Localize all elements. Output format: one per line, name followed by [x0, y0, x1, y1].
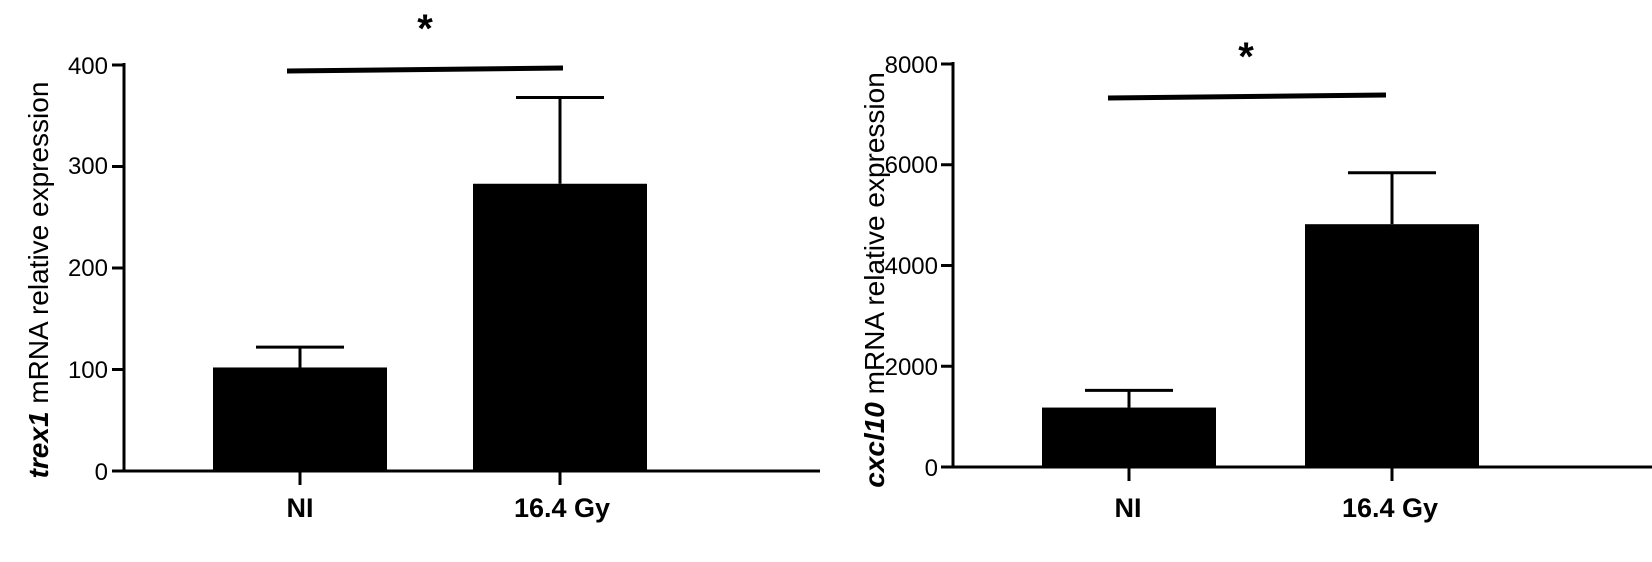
bar — [1042, 407, 1216, 467]
y-tick-label: 200 — [68, 255, 108, 282]
y-tick-label: 2000 — [885, 354, 938, 381]
significance-marker: * — [1238, 35, 1254, 79]
y-tick-label: 8000 — [885, 52, 938, 79]
bars — [213, 95, 647, 471]
bar — [213, 367, 387, 471]
chart-panel-trex1: trex1 mRNA relative expression 0 100 200… — [23, 7, 820, 523]
y-tick-label: 300 — [68, 153, 108, 180]
x-tick-label: NI — [287, 493, 314, 523]
significance-bracket — [1107, 92, 1387, 101]
y-axis-label: trex1 mRNA relative expression — [23, 82, 54, 479]
significance-marker: * — [417, 7, 433, 51]
y-axis-label-text: mRNA relative expression — [23, 82, 54, 412]
significance-bracket — [286, 65, 564, 74]
y-tick-label: 6000 — [885, 152, 938, 179]
y-axis-label-text: mRNA relative expression — [859, 72, 890, 402]
y-tick-label: 100 — [68, 357, 108, 384]
y-axis-label-gene: trex1 — [23, 411, 54, 478]
x-tick-label: NI — [1115, 493, 1142, 523]
y-tick-label: 4000 — [885, 253, 938, 280]
y-axis-label: cxcl10 mRNA relative expression — [859, 72, 890, 488]
chart-panel-cxcl10: cxcl10 mRNA relative expression 0 2000 4… — [859, 35, 1652, 523]
bars — [1042, 171, 1479, 467]
x-tick-label: 16.4 Gy — [1342, 493, 1438, 523]
y-tick-label: 400 — [68, 53, 108, 80]
bar — [1305, 224, 1479, 467]
y-tick-label: 0 — [925, 455, 938, 482]
y-axis-label-gene: cxcl10 — [859, 402, 890, 488]
bar — [473, 183, 647, 471]
y-tick-label: 0 — [95, 459, 108, 486]
x-tick-label: 16.4 Gy — [514, 493, 610, 523]
